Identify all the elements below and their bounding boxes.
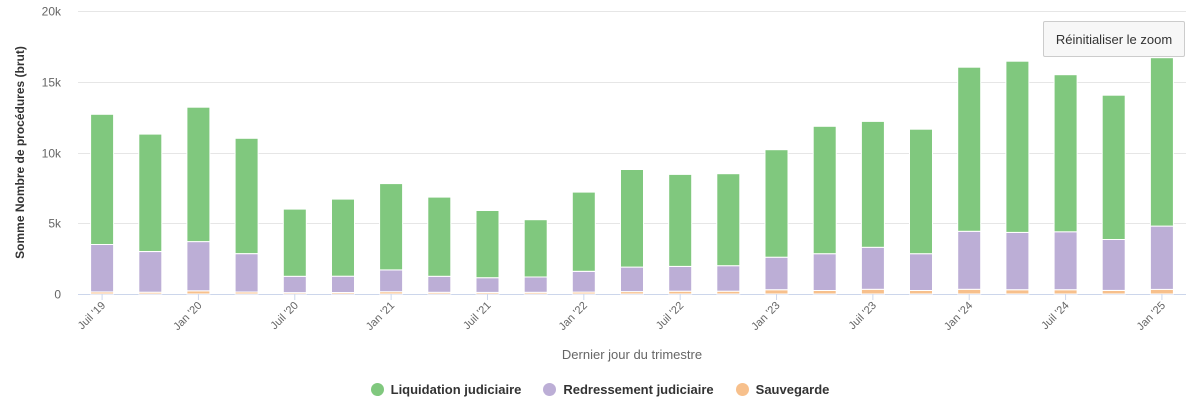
- bar-segment-liquidation: [716, 173, 741, 267]
- bar-segment-liquidation: [282, 208, 307, 277]
- bar-segment-sauvegarde: [812, 290, 837, 295]
- legend-label-redressement: Redressement judiciaire: [563, 382, 714, 397]
- bar-segment-liquidation: [1101, 94, 1126, 240]
- bar-segment-redressement: [523, 276, 548, 293]
- bar-segment-liquidation: [571, 191, 596, 272]
- bar-segment-liquidation: [186, 106, 211, 243]
- x-tick-label: Jan '20: [171, 300, 204, 333]
- y-tick-label: 5k: [48, 217, 62, 231]
- x-tick-label: Jan '25: [1135, 300, 1168, 333]
- legend-label-liquidation: Liquidation judiciaire: [390, 382, 522, 397]
- bar-segment-redressement: [668, 265, 693, 292]
- bar-segment-sauvegarde: [1149, 288, 1174, 295]
- bar-segment-liquidation: [427, 196, 452, 277]
- bar-segment-redressement: [379, 269, 404, 293]
- x-tick-label: Juil '22: [654, 300, 686, 332]
- x-tick-label: Jan '24: [942, 300, 975, 333]
- legend-item-sauvegarde[interactable]: Sauvegarde: [735, 382, 830, 397]
- bar-segment-redressement: [282, 275, 307, 294]
- bar-segment-redressement: [620, 266, 644, 293]
- bar-segment-sauvegarde: [186, 290, 211, 295]
- bar-segment-redressement: [1053, 231, 1078, 291]
- bar-segment-redressement: [1101, 239, 1126, 291]
- bar-segment-liquidation: [138, 133, 163, 253]
- y-tick-label: 10k: [42, 147, 62, 161]
- bar-segment-redressement: [138, 251, 163, 293]
- legend-item-liquidation[interactable]: Liquidation judiciaire: [370, 382, 522, 397]
- x-tick-label: Juil '19: [76, 300, 108, 332]
- x-axis-title: Dernier jour du trimestre: [562, 347, 702, 362]
- x-tick-label: Jan '22: [557, 300, 590, 333]
- bar-segment-sauvegarde: [1005, 289, 1030, 295]
- x-tick-label: Juil '20: [268, 300, 300, 332]
- bar-segment-liquidation: [379, 183, 404, 271]
- bar-segment-liquidation: [909, 128, 933, 255]
- bar-segment-liquidation: [1149, 57, 1174, 227]
- bar-segment-redressement: [571, 270, 596, 293]
- bar-segment-sauvegarde: [909, 290, 933, 295]
- legend-swatch-sauvegarde: [735, 383, 749, 396]
- bar-segment-redressement: [909, 253, 933, 291]
- bar-segment-redressement: [427, 275, 452, 293]
- bar-segment-liquidation: [331, 198, 355, 277]
- y-axis-title: Somme Nombre de procédures (brut): [13, 46, 27, 259]
- bar-segment-redressement: [716, 265, 741, 292]
- bar-segment-sauvegarde: [957, 288, 982, 295]
- bar-segment-sauvegarde: [1101, 290, 1126, 295]
- bar-segment-redressement: [331, 275, 355, 294]
- legend-swatch-liquidation: [370, 383, 384, 396]
- bar-segment-liquidation: [475, 210, 500, 279]
- bar-segment-redressement: [475, 277, 500, 293]
- legend-item-redressement[interactable]: Redressement judiciaire: [543, 382, 714, 397]
- bar-segment-redressement: [812, 253, 837, 291]
- bar-segment-liquidation: [620, 169, 644, 268]
- bar-segment-redressement: [957, 230, 982, 290]
- bar-segment-liquidation: [234, 137, 259, 255]
- bar-segment-liquidation: [1053, 74, 1078, 233]
- bar-segment-redressement: [90, 244, 115, 293]
- x-tick-label: Juil '21: [461, 300, 493, 332]
- bar-segment-redressement: [234, 253, 259, 293]
- bar-segment-liquidation: [812, 125, 837, 255]
- legend: Liquidation judiciaire Redressement judi…: [0, 382, 1200, 397]
- bar-segment-redressement: [1005, 231, 1030, 291]
- bar-segment-sauvegarde: [860, 288, 885, 295]
- x-tick-label: Jan '23: [749, 300, 782, 333]
- bar-segment-sauvegarde: [764, 289, 789, 295]
- bar-segment-sauvegarde: [1053, 289, 1078, 295]
- bar-segment-liquidation: [1005, 60, 1030, 233]
- bar-segment-redressement: [860, 246, 885, 290]
- x-tick-label: Juil '24: [1039, 300, 1071, 332]
- x-tick-label: Juil '23: [847, 300, 879, 332]
- bar-segment-redressement: [1149, 225, 1174, 290]
- bar-segment-liquidation: [668, 173, 693, 267]
- legend-label-sauvegarde: Sauvegarde: [755, 382, 830, 397]
- y-tick-label: 15k: [42, 76, 62, 90]
- y-tick-label: 0: [54, 288, 61, 302]
- bar-segment-liquidation: [90, 113, 115, 245]
- legend-swatch-redressement: [543, 383, 557, 396]
- y-tick-label: 20k: [42, 5, 62, 19]
- bar-segment-liquidation: [860, 120, 885, 248]
- bar-segment-liquidation: [957, 66, 982, 232]
- x-tick-label: Jan '21: [364, 300, 397, 333]
- bar-segment-redressement: [186, 241, 211, 292]
- bar-segment-liquidation: [523, 219, 548, 278]
- reset-zoom-button[interactable]: Réinitialiser le zoom: [1043, 21, 1185, 57]
- bar-segment-redressement: [764, 256, 789, 291]
- bar-segment-liquidation: [764, 149, 789, 258]
